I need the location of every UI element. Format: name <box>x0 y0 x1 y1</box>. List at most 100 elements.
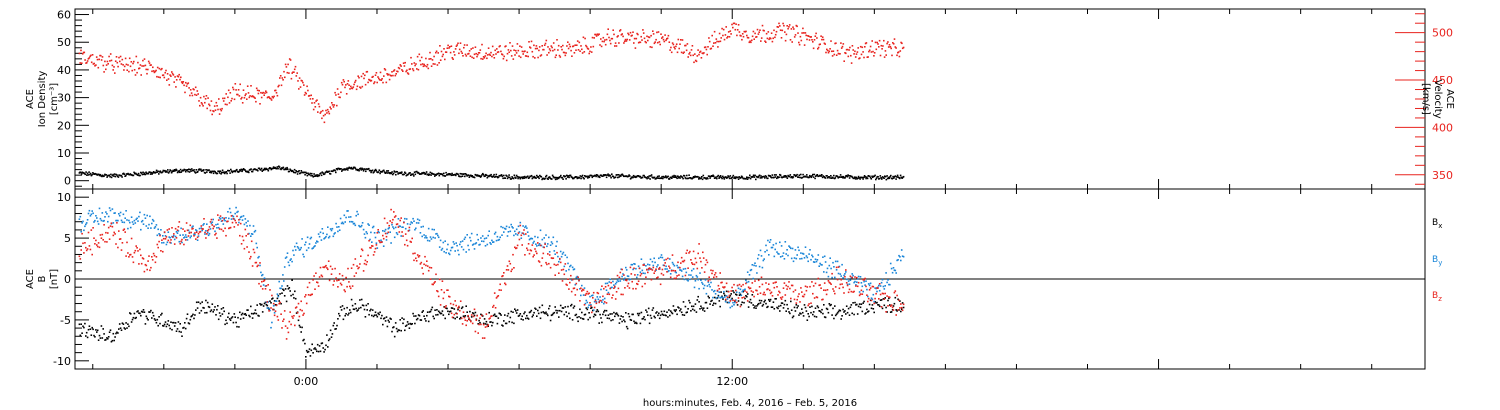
velocity-point <box>144 64 147 67</box>
bz-point <box>251 265 254 267</box>
velocity-point <box>600 45 603 48</box>
velocity-point <box>563 51 566 54</box>
bx-point <box>294 290 296 293</box>
velocity-point <box>257 92 260 95</box>
bz-point <box>779 291 781 294</box>
bx-point <box>722 298 724 300</box>
velocity-point <box>562 44 564 47</box>
velocity-point <box>706 53 708 56</box>
bx-point <box>559 304 562 307</box>
bx-point <box>669 310 672 312</box>
density-point <box>247 170 249 173</box>
bz-point <box>85 249 88 252</box>
bz-point <box>387 231 390 234</box>
by-point <box>387 227 390 230</box>
velocity-point <box>477 53 479 56</box>
bz-point <box>283 318 285 321</box>
by-point <box>592 294 594 297</box>
velocity-point <box>147 60 150 63</box>
bz-point <box>266 301 269 303</box>
bz-point <box>284 325 287 327</box>
bz-point <box>825 293 828 296</box>
bx-point <box>145 315 148 318</box>
bz-point <box>601 285 603 287</box>
bz-point <box>125 255 127 257</box>
velocity-point <box>210 100 213 102</box>
bx-point <box>86 336 89 339</box>
by-point <box>873 300 875 303</box>
bx-point <box>631 313 633 316</box>
density-point <box>664 176 666 179</box>
bx-point <box>895 309 897 311</box>
density-point <box>734 177 737 180</box>
by-point <box>858 291 861 293</box>
bz-point <box>677 261 679 264</box>
density-point <box>282 166 285 169</box>
bx-point <box>816 305 819 307</box>
by-point <box>250 233 253 235</box>
by-point <box>195 229 197 231</box>
velocity-point <box>888 44 891 46</box>
bz-point <box>842 286 844 289</box>
bz-point <box>495 297 498 299</box>
bz-point <box>822 298 824 301</box>
bx-point <box>499 313 501 315</box>
velocity-point <box>94 65 96 67</box>
bz-point <box>682 260 685 263</box>
bz-point <box>432 283 434 286</box>
by-point <box>92 212 94 215</box>
bx-point <box>98 334 101 337</box>
by-point <box>416 218 419 221</box>
density-point <box>630 177 633 179</box>
bz-point <box>535 250 537 253</box>
bx-point <box>567 305 569 308</box>
bz-point <box>746 300 749 302</box>
bx-point <box>217 318 220 321</box>
bx-point <box>752 304 754 306</box>
by-point <box>275 300 278 302</box>
bx-point <box>805 310 808 312</box>
bz-point <box>856 285 859 288</box>
velocity-point <box>840 42 842 44</box>
velocity-point <box>766 37 769 40</box>
velocity-point <box>119 55 122 58</box>
by-point <box>773 255 776 258</box>
bx-point <box>384 320 387 322</box>
bz-point <box>657 276 659 278</box>
velocity-point <box>262 91 265 94</box>
velocity-axis-title-line-1: ACE <box>1444 89 1455 109</box>
velocity-point <box>86 61 88 64</box>
bx-point <box>664 314 666 316</box>
by-point <box>544 242 546 245</box>
bz-point <box>645 276 647 278</box>
bx-point <box>161 312 163 315</box>
bx-point <box>881 307 884 310</box>
bx-point <box>404 325 407 327</box>
bz-point <box>104 240 106 243</box>
by-point <box>225 217 227 219</box>
by-point <box>799 258 801 260</box>
bx-point <box>281 292 283 294</box>
bz-point <box>132 261 135 264</box>
bz-point <box>846 284 849 287</box>
bx-point <box>889 304 891 306</box>
velocity-point <box>241 102 244 104</box>
velocity-point <box>581 52 584 54</box>
density-point <box>565 178 567 180</box>
velocity-point <box>863 56 865 59</box>
bz-point <box>794 289 797 291</box>
velocity-point <box>685 49 688 52</box>
by-point <box>339 217 342 220</box>
bz-point <box>265 285 268 287</box>
by-point <box>428 240 431 242</box>
bz-point <box>80 249 82 251</box>
velocity-point <box>425 65 428 68</box>
bx-point <box>735 293 737 296</box>
by-point <box>569 265 571 268</box>
bx-point <box>550 314 553 317</box>
by-point <box>122 213 125 216</box>
bx-point <box>868 303 871 306</box>
by-point <box>570 264 572 267</box>
bz-point <box>751 282 754 284</box>
bx-point <box>702 309 704 311</box>
